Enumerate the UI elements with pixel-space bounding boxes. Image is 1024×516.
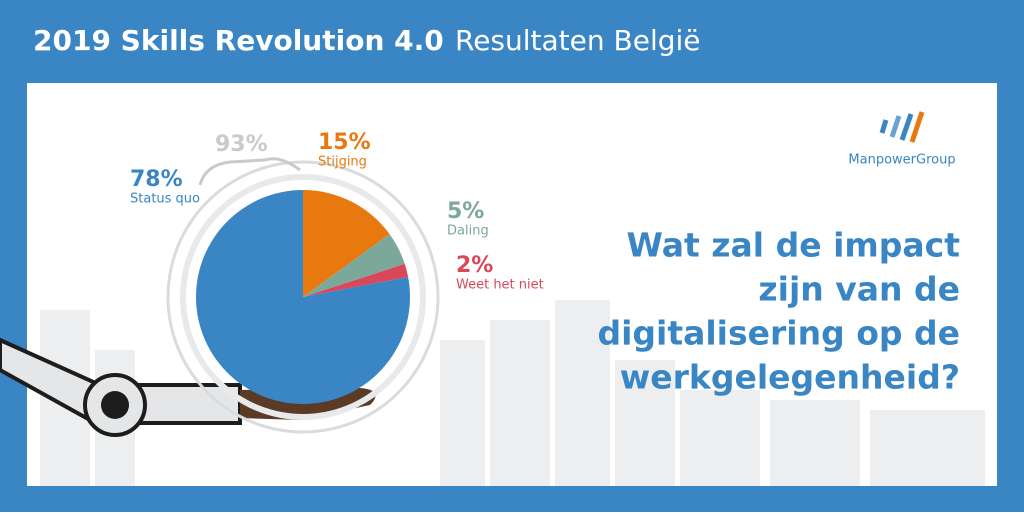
category-label: Weet het niet (456, 278, 544, 293)
value-label: 2% (456, 253, 493, 278)
value-label: 78% (130, 167, 183, 192)
question-line: digitalisering op de (597, 314, 960, 353)
annotation: 93% (215, 132, 268, 157)
value-label: 5% (447, 199, 484, 224)
skyline (40, 300, 985, 486)
bracket (198, 157, 301, 186)
category-label: Status quo (130, 192, 200, 207)
pie-slice (303, 189, 390, 297)
category-label: Stijging (318, 155, 367, 170)
outer-ring (166, 160, 440, 434)
question-line: Wat zal de impact (627, 226, 961, 265)
subtitle: Resultaten België (455, 24, 701, 57)
pie-slice (196, 189, 410, 404)
logo-mark (879, 111, 925, 143)
category-label: Daling (447, 224, 489, 239)
pie-slice (303, 234, 405, 297)
value-label: 15% (318, 130, 371, 155)
question-line: werkgelegenheid? (620, 358, 960, 397)
logo-text: ManpowerGroup (848, 153, 955, 168)
pie-slice (303, 263, 409, 297)
inner-ring (180, 174, 426, 420)
title: 2019 Skills Revolution 4.0 (33, 24, 444, 57)
question-line: zijn van de (758, 270, 960, 309)
